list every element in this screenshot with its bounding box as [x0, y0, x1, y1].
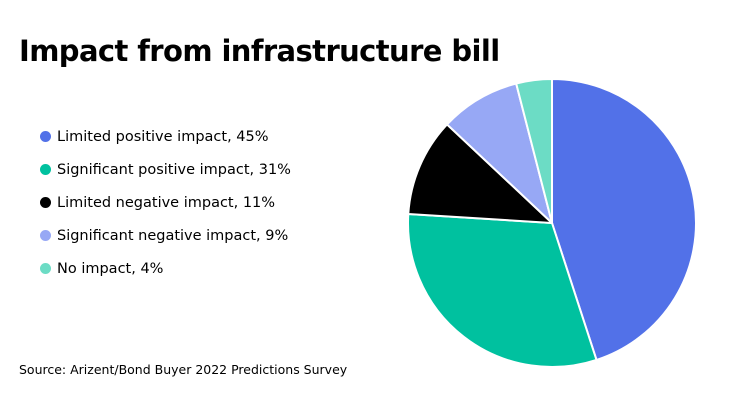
pie-slice-limited-negative-impact [407, 123, 553, 224]
legend-item: No impact, 4% [40, 252, 291, 285]
legend-item: Limited negative impact, 11% [40, 186, 291, 219]
legend-swatch [40, 263, 51, 274]
legend-label: Limited negative impact, 11% [57, 194, 276, 211]
legend-label: Significant negative impact, 9% [57, 227, 289, 244]
legend-label: Limited positive impact, 45% [57, 128, 269, 145]
pie-slice-no-impact [515, 78, 553, 224]
legend-item: Significant negative impact, 9% [40, 219, 291, 252]
legend-swatch [40, 230, 51, 241]
chart-title: Impact from infrastructure bill [19, 34, 500, 68]
legend-label: Significant positive impact, 31% [57, 161, 291, 178]
legend-swatch [40, 131, 51, 142]
pie-slice-significant-negative-impact [446, 82, 553, 224]
legend: Limited positive impact, 45% Significant… [40, 120, 291, 285]
pie-slice-limited-positive-impact [551, 78, 697, 361]
legend-item: Significant positive impact, 31% [40, 153, 291, 186]
legend-item: Limited positive impact, 45% [40, 120, 291, 153]
source-note: Source: Arizent/Bond Buyer 2022 Predicti… [19, 362, 348, 377]
legend-swatch [40, 197, 51, 208]
legend-label: No impact, 4% [57, 260, 164, 277]
pie-slice-significant-positive-impact [407, 212, 598, 368]
legend-swatch [40, 164, 51, 175]
